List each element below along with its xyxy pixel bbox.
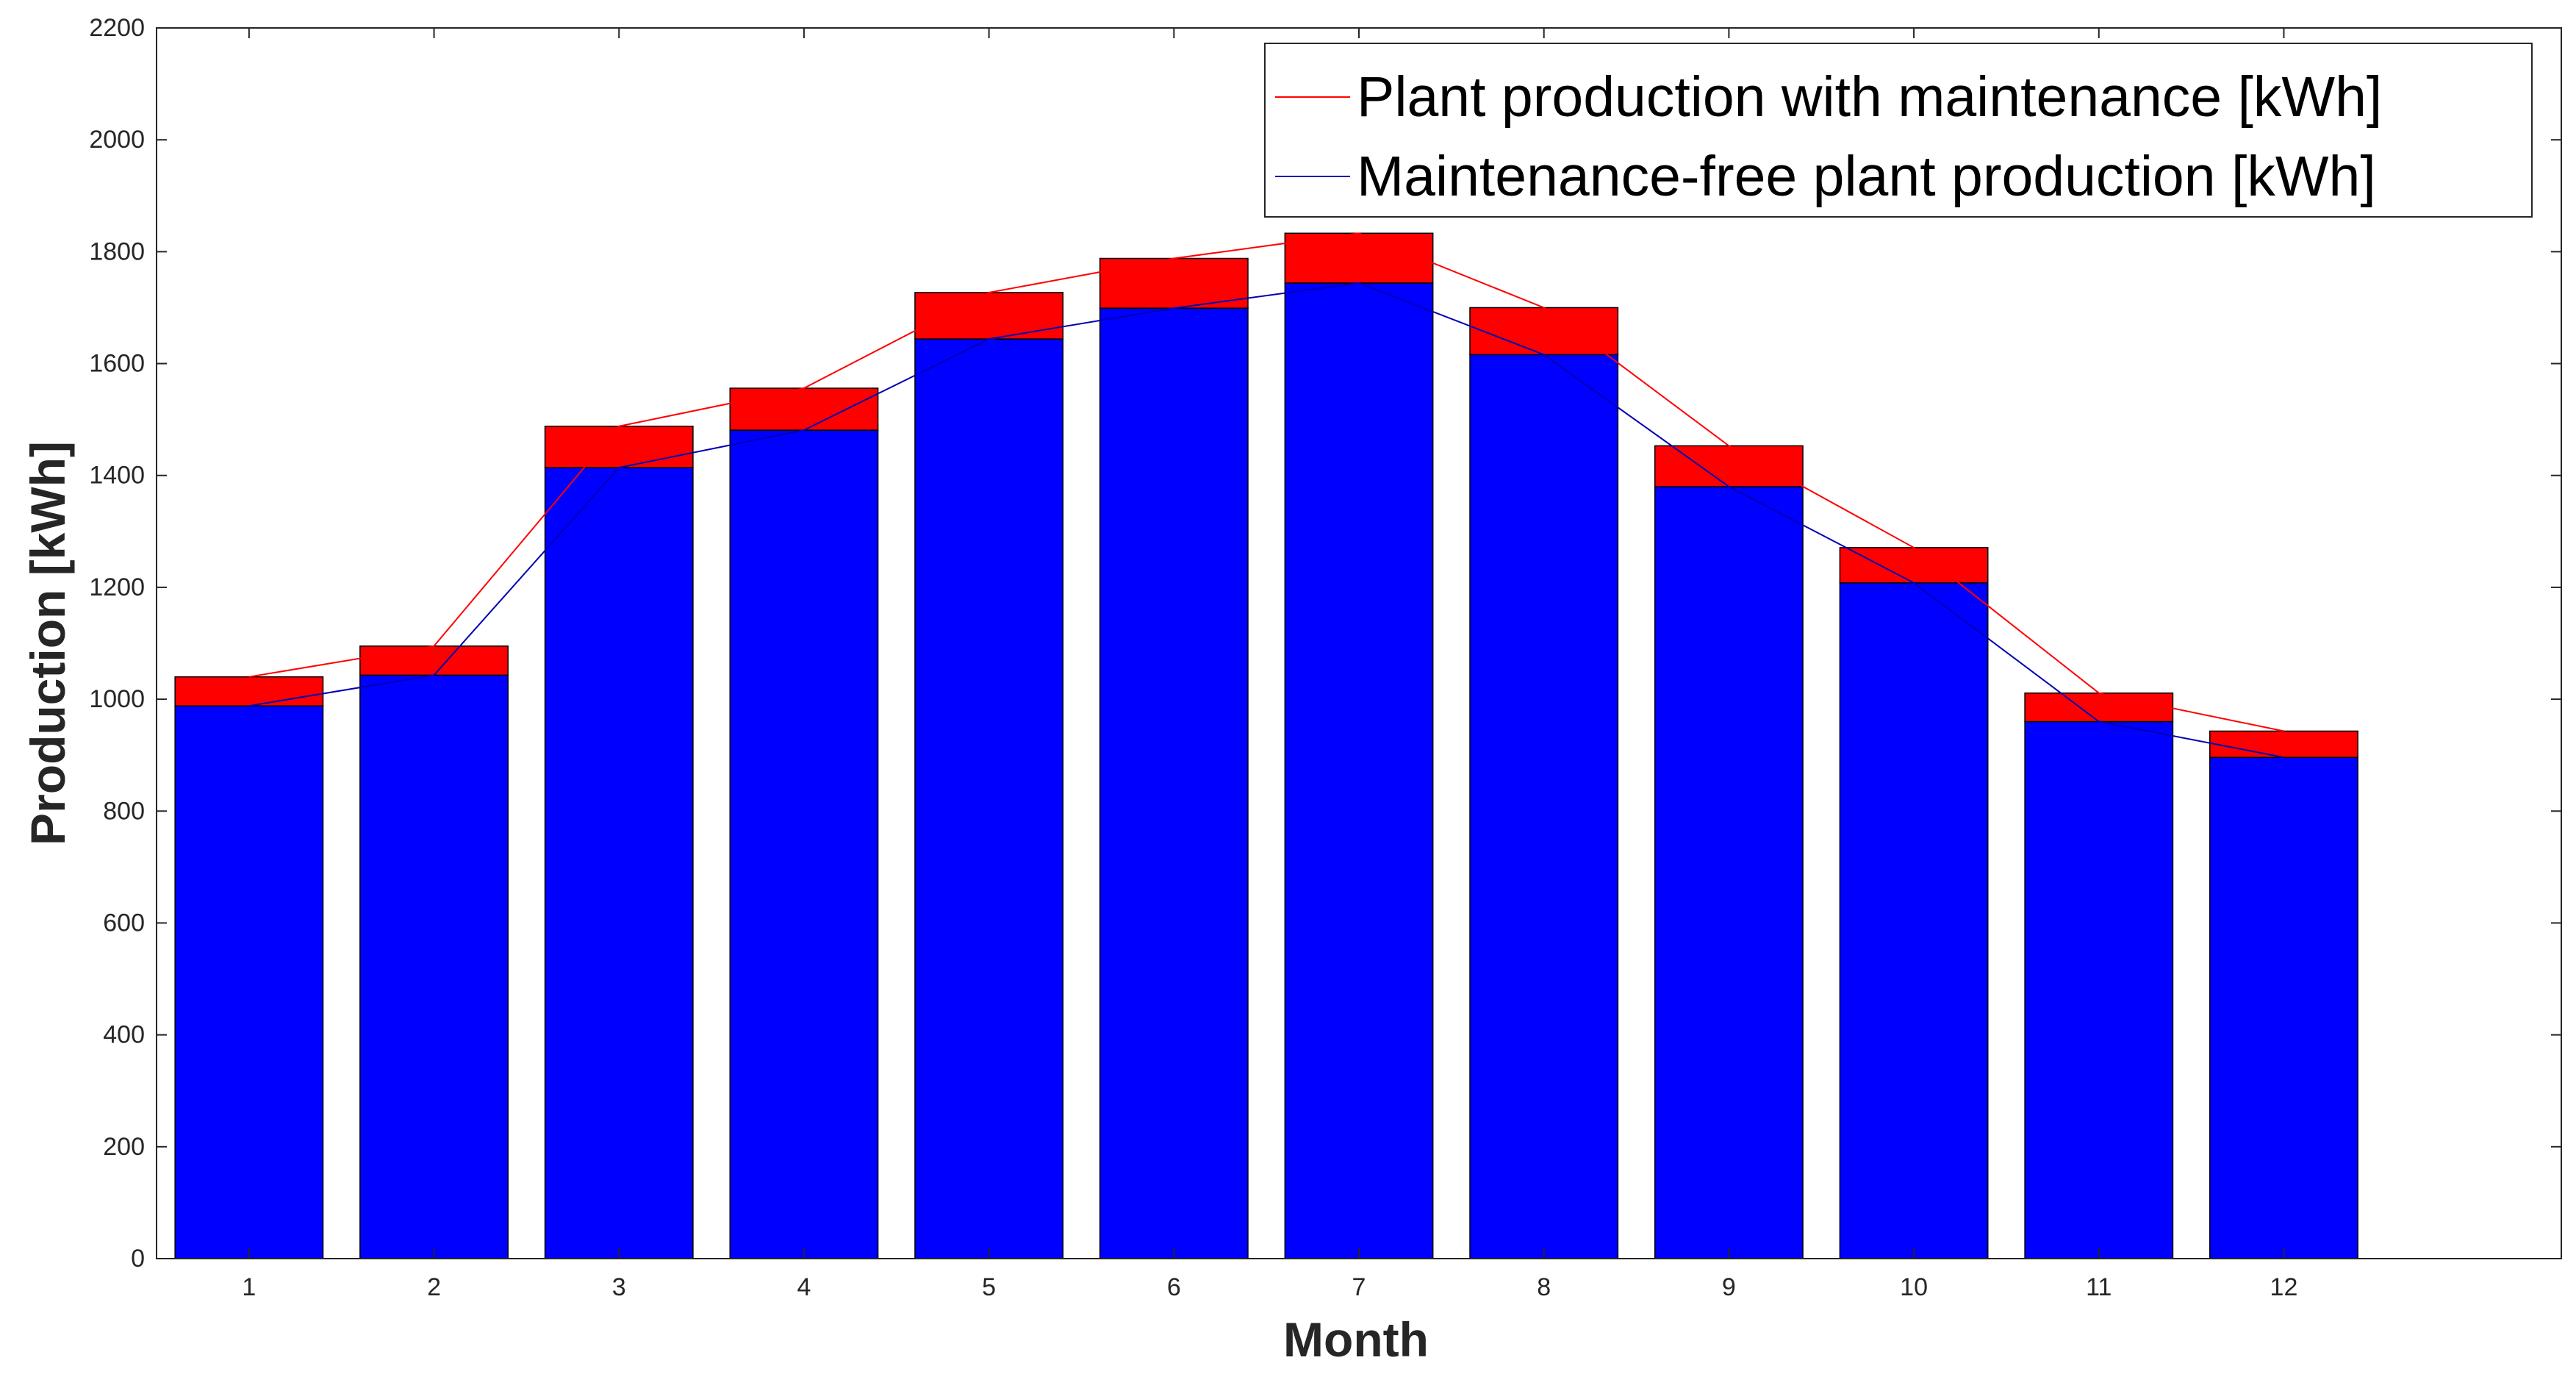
x-tick-label-2: 2 — [427, 1273, 441, 1301]
bar-upper-month-1 — [174, 676, 324, 706]
bar-upper-month-12 — [2209, 730, 2358, 758]
x-tick-label-1: 1 — [242, 1273, 256, 1301]
bar-lower-month-10 — [1839, 582, 1989, 1259]
bar-lower-month-2 — [359, 674, 509, 1259]
bar-lower-month-5 — [914, 338, 1064, 1259]
bar-upper-month-9 — [1654, 445, 1804, 487]
bar-lower-month-3 — [544, 467, 694, 1259]
x-axis-label: Month — [1283, 1312, 1429, 1367]
bar-lower-month-7 — [1284, 282, 1434, 1259]
legend: Plant production with maintenance [kWh] … — [1264, 43, 2533, 218]
y-tick-label-0: 0 — [131, 1245, 145, 1273]
x-tick-label-6: 6 — [1167, 1273, 1181, 1301]
y-tick-label-1600: 1600 — [89, 350, 145, 378]
bar-upper-month-10 — [1839, 547, 1989, 584]
x-tick-label-4: 4 — [797, 1273, 811, 1301]
y-tick-label-1000: 1000 — [89, 685, 145, 713]
x-tick-label-7: 7 — [1352, 1273, 1366, 1301]
x-tick-label-10: 10 — [1900, 1273, 1928, 1301]
bar-upper-month-11 — [2024, 692, 2174, 723]
y-axis-label: Production [kWh] — [21, 441, 75, 845]
series-line-maintenance-free — [248, 282, 2284, 759]
x-tick-label-9: 9 — [1722, 1273, 1736, 1301]
bar-upper-month-3 — [544, 426, 694, 468]
bar-upper-month-7 — [1284, 232, 1434, 284]
x-tick-label-3: 3 — [612, 1273, 626, 1301]
y-tick-label-1800: 1800 — [89, 237, 145, 265]
bar-lower-month-11 — [2024, 720, 2174, 1259]
y-tick-label-1400: 1400 — [89, 462, 145, 490]
y-tick-label-200: 200 — [103, 1133, 145, 1161]
bar-lower-month-1 — [174, 705, 324, 1259]
bar-lower-month-8 — [1469, 354, 1619, 1259]
y-tick-label-1200: 1200 — [89, 573, 145, 601]
bar-upper-month-5 — [914, 292, 1064, 340]
x-tick-label-12: 12 — [2270, 1273, 2298, 1301]
y-tick-label-600: 600 — [103, 909, 145, 937]
bar-upper-month-2 — [359, 645, 509, 676]
legend-label-with-maintenance: Plant production with maintenance [kWh] — [1357, 65, 2382, 129]
bar-upper-month-4 — [729, 387, 879, 431]
bar-upper-month-8 — [1469, 307, 1619, 356]
bar-lower-month-12 — [2209, 756, 2358, 1259]
y-tick-label-2200: 2200 — [89, 14, 145, 42]
y-tick-label-800: 800 — [103, 797, 145, 825]
lines-layer — [248, 232, 2284, 759]
x-tick-label-8: 8 — [1537, 1273, 1551, 1301]
x-axis: 1 2 3 4 5 6 7 8 9 10 11 12 — [242, 28, 2297, 1301]
bar-lower-month-9 — [1654, 486, 1804, 1259]
series-line-with-maintenance — [248, 232, 2284, 732]
x-tick-label-5: 5 — [982, 1273, 996, 1301]
bars-layer — [174, 232, 2358, 1259]
bar-lower-month-4 — [729, 429, 879, 1259]
bar-lower-month-6 — [1099, 307, 1249, 1259]
x-tick-label-11: 11 — [2086, 1273, 2112, 1301]
y-axis: 0 200 400 600 800 1000 1200 1400 1600 1800 2000 220… — [89, 14, 2561, 1273]
bar-upper-month-6 — [1099, 257, 1249, 309]
legend-box — [1264, 43, 2533, 218]
y-tick-label-2000: 2000 — [89, 126, 145, 154]
legend-label-maintenance-free: Maintenance-free plant production [kWh] — [1357, 145, 2376, 208]
y-tick-label-400: 400 — [103, 1021, 145, 1049]
